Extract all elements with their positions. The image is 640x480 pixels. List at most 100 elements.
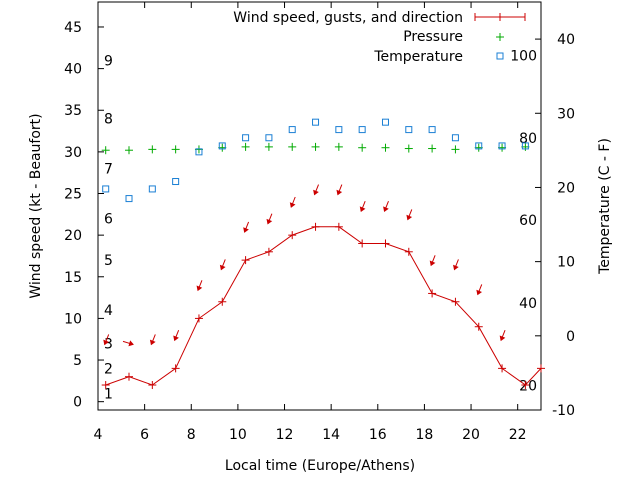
pressure-point [241, 142, 250, 151]
wind-point [311, 222, 320, 231]
wind-line [105, 226, 542, 386]
wind-point [218, 297, 227, 306]
plot-frame [97, 1, 542, 411]
wind-point [264, 247, 273, 256]
wind-point [451, 297, 460, 306]
wind-direction-arrow [196, 280, 203, 292]
wind-direction-arrow [406, 209, 413, 221]
y-left-tick-label: 45 [64, 20, 82, 36]
temperature-point [172, 178, 180, 186]
wind-direction-arrow [499, 330, 506, 342]
x-tick-label: 18 [416, 427, 434, 443]
wind-point [148, 381, 157, 390]
x-tick-label: 4 [94, 427, 103, 443]
axis-ticks [97, 2, 541, 411]
pressure-point [101, 146, 110, 155]
wind-direction-arrow [453, 259, 459, 271]
y-left-tick-label: 30 [64, 145, 82, 161]
x-tick-label: 20 [462, 427, 480, 443]
wind-direction-arrow [219, 259, 226, 271]
pressure-series [101, 142, 530, 155]
y-right-tick-label: 30 [557, 106, 575, 122]
temperature-point [475, 142, 483, 150]
pressure-point [381, 143, 390, 152]
y-left-tick-label: 40 [64, 62, 82, 78]
wind-series [101, 222, 545, 390]
y-right-tick-label: 40 [557, 32, 575, 48]
wind-direction-arrow [336, 184, 343, 196]
wind-direction-arrow [243, 221, 250, 233]
wind-point [101, 381, 110, 390]
wind-point [241, 256, 250, 265]
y-left-tick-label: 15 [64, 270, 82, 286]
wind-direction-arrow [103, 334, 110, 346]
legend-label-wind: Wind speed, gusts, and direction [233, 10, 463, 26]
wind-direction-arrow [289, 196, 296, 208]
y-left-tick-label: 10 [64, 311, 82, 327]
temperature-point [405, 126, 413, 134]
beaufort-label: 2 [104, 361, 113, 377]
beaufort-label: 8 [104, 112, 113, 128]
wind-direction-arrows [103, 184, 506, 347]
x-tick-label: 12 [276, 427, 294, 443]
legend-label-temperature: Temperature [373, 49, 463, 65]
pressure-point [288, 142, 297, 151]
pressure-point [311, 142, 320, 151]
wind-point [498, 364, 507, 373]
legend-swatch-wind [474, 13, 526, 21]
wind-point [288, 231, 297, 240]
temperature-point [288, 126, 296, 134]
x-tick-label: 8 [187, 427, 196, 443]
wind-direction-arrow [313, 184, 320, 196]
fahrenheit-label: 40 [519, 296, 537, 312]
x-tick-label: 14 [322, 427, 340, 443]
wind-direction-arrow [476, 284, 483, 296]
y-left-tick-label: 0 [73, 395, 82, 411]
wind-point [428, 289, 437, 298]
temperature-point [312, 118, 320, 126]
temperature-point [451, 134, 459, 142]
temperature-point [242, 134, 250, 142]
wind-direction-arrow [383, 200, 389, 213]
beaufort-label: 9 [104, 53, 113, 69]
temperature-point [498, 142, 506, 150]
pressure-point [428, 144, 437, 153]
pressure-point [334, 142, 343, 151]
y-left-tick-label: 25 [64, 187, 82, 203]
wind-point [334, 222, 343, 231]
tick-labels: 4 6 8 10 12 14 16 18 20 22051015202530354045-1001… [64, 20, 575, 443]
wind-point [474, 322, 483, 331]
wind-point [125, 372, 134, 381]
x-axis-label: Local time (Europe/Athens) [225, 458, 415, 474]
wind-direction-arrow [429, 255, 436, 267]
y-right-tick-label: 10 [557, 255, 575, 271]
beaufort-label: 3 [104, 336, 113, 352]
wind-direction-arrow [122, 340, 134, 347]
temperature-point [148, 185, 156, 193]
temperature-point [381, 118, 389, 126]
y-right-tick-label: 0 [566, 329, 575, 345]
wind-point [404, 247, 413, 256]
temperature-point [265, 134, 273, 142]
y-right-tick-label: -10 [552, 403, 575, 419]
wind-direction-arrow [266, 213, 273, 225]
temperature-point [358, 126, 366, 134]
wind-direction-arrow [173, 330, 180, 342]
temperature-series [102, 118, 529, 203]
y-left-tick-label: 35 [64, 103, 82, 119]
pressure-point [358, 143, 367, 152]
wind-direction-arrow [149, 334, 156, 346]
wind-point [521, 381, 530, 390]
wind-point [171, 364, 180, 373]
legend-swatch-pressure [496, 33, 504, 41]
wind-point [358, 239, 367, 248]
temperature-point [428, 126, 436, 134]
x-tick-label: 16 [369, 427, 387, 443]
x-tick-label: 6 [140, 427, 149, 443]
y-right-tick-label: 20 [557, 180, 575, 196]
pressure-point [451, 145, 460, 154]
pressure-point [148, 145, 157, 154]
beaufort-label: 1 [104, 386, 113, 402]
wind-point [537, 364, 545, 373]
y-axis-label-left: Wind speed (kt - Beaufort) [28, 113, 44, 298]
